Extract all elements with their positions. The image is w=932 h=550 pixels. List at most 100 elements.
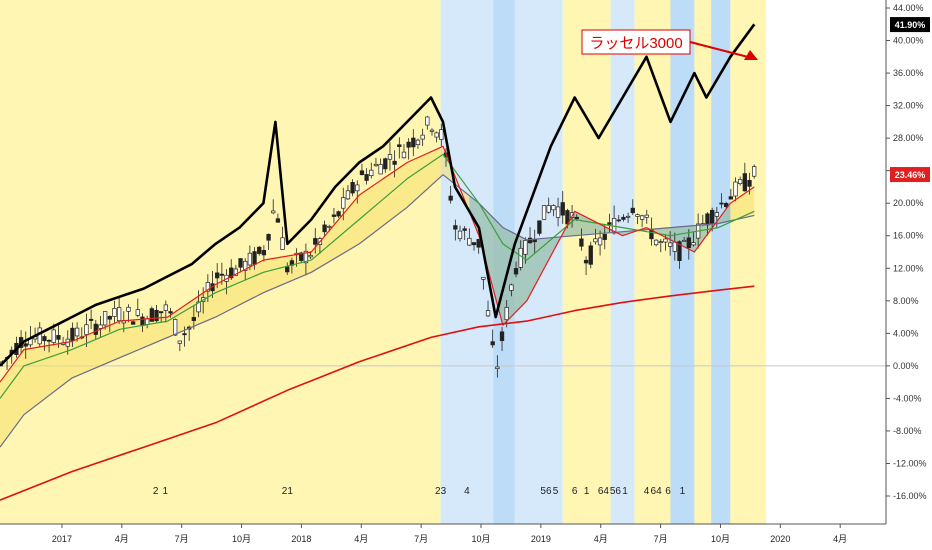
y-tick-label: 16.00% [893, 231, 924, 241]
candle-body [724, 203, 729, 208]
candle-body [336, 211, 341, 217]
candle-body [527, 237, 533, 244]
candle-body [383, 158, 388, 170]
candle-body [597, 237, 603, 246]
candle-body [266, 233, 271, 241]
y-tick-label: 28.00% [893, 133, 924, 143]
y-tick-label: 12.00% [893, 263, 924, 273]
y-tick-label: -8.00% [893, 426, 922, 436]
event-marker: 1 [584, 486, 590, 497]
candle-body [439, 129, 444, 140]
y-tick-label: -16.00% [893, 491, 927, 501]
candle-body [406, 141, 411, 148]
candle-body [173, 319, 178, 336]
candle-body [672, 241, 677, 252]
last-value-badges: 41.90% 23.46% [890, 17, 930, 183]
callout-box [581, 29, 691, 55]
candle-body [453, 225, 458, 230]
event-marker: 2 [153, 486, 159, 497]
x-tick-label: 4月 [833, 534, 847, 544]
candle-body [345, 190, 351, 200]
candle-body [401, 151, 407, 159]
x-tick-label: 2018 [291, 534, 311, 544]
candle-body [733, 181, 738, 197]
candle-body [541, 205, 547, 220]
candle-body [602, 234, 607, 240]
candle-body [130, 321, 136, 325]
x-tick-label: 10月 [232, 534, 251, 544]
candle-body [411, 137, 416, 148]
candle-body [425, 116, 430, 126]
candle-body [252, 251, 257, 265]
candle-body [681, 239, 687, 242]
candle-body [644, 214, 649, 218]
candle-body [738, 179, 743, 185]
candle-body [747, 180, 752, 187]
event-marker: 1 [622, 486, 628, 497]
event-marker: 64 [651, 486, 663, 497]
candle-body [551, 205, 556, 211]
candle-body [107, 316, 112, 320]
y-tick-label: 40.00% [893, 36, 924, 46]
candle-body [653, 239, 659, 246]
candle-body [420, 134, 425, 140]
x-tick-label: 2019 [531, 534, 551, 544]
candle-body [341, 197, 346, 209]
x-tick-label: 2020 [770, 534, 790, 544]
series-ma-200 [0, 285, 755, 501]
candle-body [752, 166, 757, 177]
series-group [0, 23, 757, 501]
candle-body [205, 282, 211, 292]
candle-body [303, 250, 309, 264]
y-axis: 44.00%40.00%36.00%32.00%28.00%24.00%20.0… [885, 0, 932, 550]
x-tick-label: 7月 [414, 534, 428, 544]
candle-body [705, 213, 710, 226]
candle-body [88, 318, 94, 321]
candle-body [364, 174, 369, 181]
candle-body [355, 184, 360, 192]
candle-body [658, 241, 663, 243]
series-ma-mid [0, 153, 755, 399]
candle-body [177, 340, 182, 344]
candle-body [719, 202, 724, 205]
candle-body [322, 224, 327, 233]
x-tick-label: 4月 [594, 534, 608, 544]
candle-body [481, 276, 486, 280]
candle-body [126, 306, 131, 312]
x-tick-label: 7月 [654, 534, 668, 544]
background-band [670, 0, 695, 524]
y-tick-label: 8.00% [893, 296, 919, 306]
candle-body [373, 163, 379, 167]
candle-body [518, 247, 523, 268]
candle-body [135, 309, 140, 316]
candle-body [233, 268, 239, 276]
y-tick-label: 36.00% [893, 68, 924, 78]
candle-body [504, 307, 509, 320]
candle-body [667, 242, 673, 247]
background-band [0, 0, 441, 524]
candle-body [308, 255, 313, 258]
candle-body [247, 252, 253, 266]
background-bands [0, 0, 767, 524]
candle-body [415, 139, 421, 146]
candle-body [546, 205, 551, 213]
candle-body [462, 228, 467, 231]
candle-body [196, 301, 201, 313]
candle-body [112, 308, 117, 317]
candle-body [429, 129, 435, 132]
series-ma-short [0, 145, 755, 383]
y-tick-label: 32.00% [893, 101, 924, 111]
candle-body [607, 222, 612, 225]
candle-body [710, 209, 715, 224]
candle-body [523, 240, 528, 255]
event-marker: 21 [282, 486, 294, 497]
candle-body [144, 318, 150, 325]
candle-body [499, 331, 505, 342]
event-marker: 6 [572, 486, 578, 497]
candle-body [555, 206, 561, 218]
candle-body [74, 327, 80, 337]
y-axis-background [886, 0, 932, 550]
candle-body [434, 132, 439, 138]
candle-body [369, 169, 374, 176]
